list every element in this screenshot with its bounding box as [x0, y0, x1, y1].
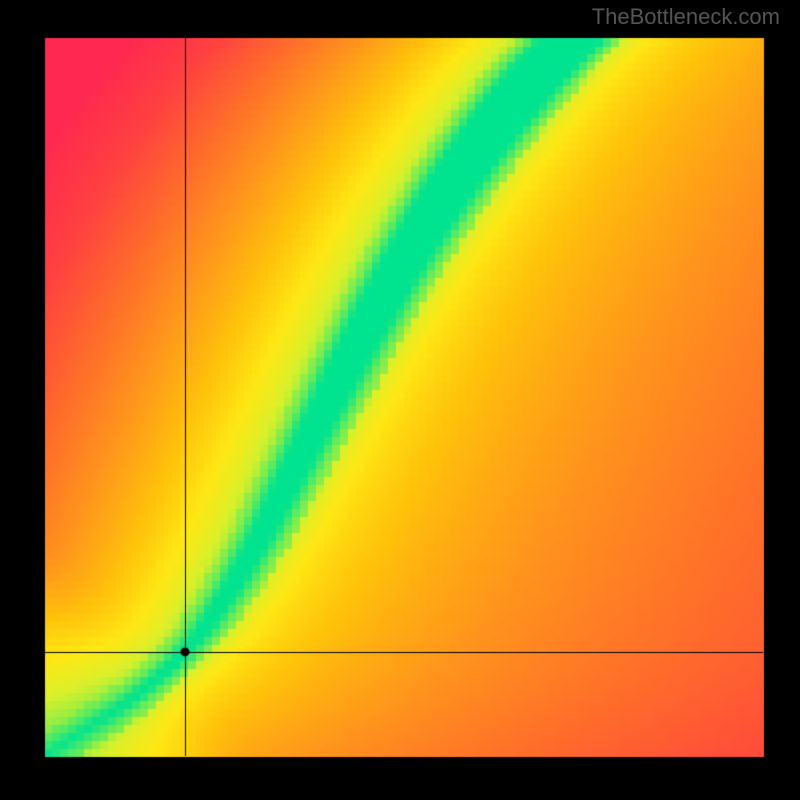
- chart-container: TheBottleneck.com: [0, 0, 800, 800]
- watermark-text: TheBottleneck.com: [592, 4, 780, 30]
- heatmap-canvas: [0, 0, 800, 800]
